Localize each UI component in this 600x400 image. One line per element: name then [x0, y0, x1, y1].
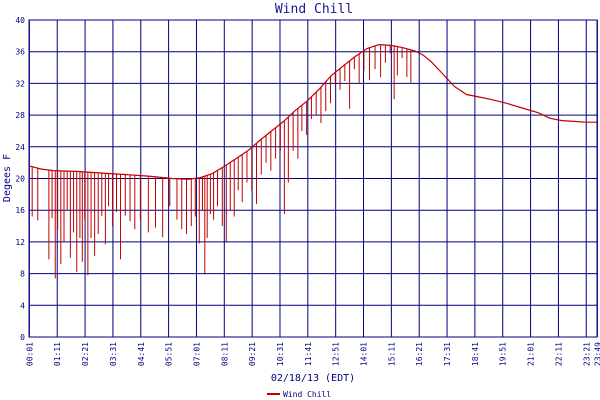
y-tick-label: 32 — [15, 79, 25, 88]
grid — [28, 19, 598, 338]
y-axis-label: Degees F — [2, 154, 13, 202]
y-axis-ticks: 0 4 8 12 16 20 24 28 32 36 40 — [15, 16, 25, 342]
x-tick-label: 16:21 — [415, 342, 424, 366]
x-tick-label: 22:11 — [554, 342, 563, 366]
x-tick-label: 03:31 — [109, 342, 118, 366]
x-tick-label: 12:51 — [332, 342, 341, 366]
x-tick-label: 14:01 — [360, 342, 369, 366]
x-tick-label: 10:31 — [276, 342, 285, 366]
y-tick-label: 24 — [15, 143, 25, 152]
x-axis-ticks: 00:01 01:11 02:21 03:31 04:41 05:51 07:01 08:11… — [25, 342, 600, 366]
x-tick-label: 19:51 — [499, 342, 508, 366]
x-tick-label: 23:21 — [582, 342, 591, 366]
y-tick-label: 40 — [15, 16, 25, 25]
x-tick-label: 11:41 — [304, 342, 313, 366]
y-tick-label: 28 — [15, 111, 25, 120]
x-tick-label: 18:41 — [471, 342, 480, 366]
x-tick-label: 08:11 — [220, 342, 229, 366]
x-tick-label: 02:21 — [81, 342, 90, 366]
y-tick-label: 12 — [15, 238, 25, 247]
y-tick-label: 36 — [15, 48, 25, 57]
plot-frame — [28, 19, 598, 338]
x-tick-label: 15:11 — [387, 342, 396, 366]
chart-title: Wind Chill — [275, 2, 353, 17]
y-tick-label: 0 — [20, 333, 25, 342]
y-tick-label: 20 — [15, 175, 25, 184]
series-line-wind-chill — [28, 43, 597, 180]
y-tick-label: 8 — [20, 270, 25, 279]
x-tick-label: 23:49 — [593, 342, 600, 366]
legend-label-wind-chill: Wind Chill — [283, 390, 331, 399]
x-tick-label: 04:41 — [137, 342, 146, 366]
x-tick-label: 17:31 — [443, 342, 452, 366]
x-tick-label: 09:21 — [248, 342, 257, 366]
x-axis-label: 02/18/13 (EDT) — [271, 373, 355, 384]
x-tick-label: 21:01 — [527, 342, 536, 366]
y-tick-label: 4 — [20, 301, 25, 310]
legend: Wind Chill — [267, 390, 331, 399]
series-layer — [28, 43, 597, 279]
x-tick-label: 07:01 — [192, 342, 201, 366]
x-tick-label: 05:51 — [165, 342, 174, 366]
y-tick-label: 16 — [15, 206, 25, 215]
x-tick-label: 00:01 — [25, 342, 34, 366]
x-tick-label: 01:11 — [53, 342, 62, 366]
